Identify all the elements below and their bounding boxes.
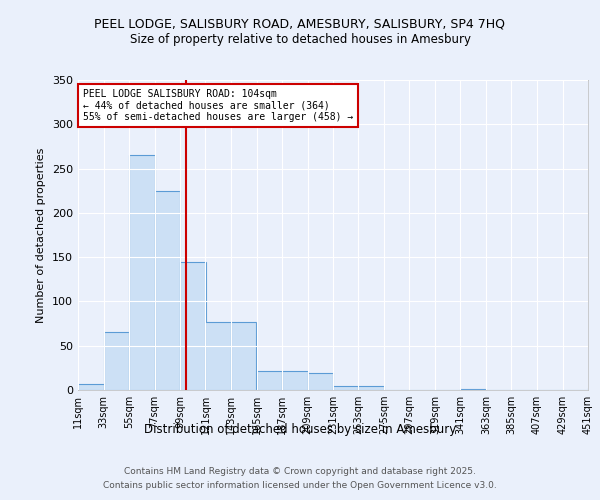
- Bar: [461, 389, 486, 390]
- Bar: [358, 386, 384, 390]
- Bar: [180, 262, 205, 390]
- Bar: [155, 190, 180, 390]
- Bar: [308, 373, 333, 390]
- Bar: [333, 386, 358, 390]
- Text: Contains public sector information licensed under the Open Government Licence v3: Contains public sector information licen…: [103, 481, 497, 490]
- Text: PEEL LODGE, SALISBURY ROAD, AMESBURY, SALISBURY, SP4 7HQ: PEEL LODGE, SALISBURY ROAD, AMESBURY, SA…: [95, 18, 505, 30]
- Text: Size of property relative to detached houses in Amesbury: Size of property relative to detached ho…: [130, 32, 470, 46]
- Text: PEEL LODGE SALISBURY ROAD: 104sqm
← 44% of detached houses are smaller (364)
55%: PEEL LODGE SALISBURY ROAD: 104sqm ← 44% …: [83, 90, 353, 122]
- Y-axis label: Number of detached properties: Number of detached properties: [37, 148, 46, 322]
- Bar: [588, 388, 600, 390]
- Bar: [205, 322, 231, 390]
- Bar: [282, 370, 308, 390]
- Bar: [257, 370, 282, 390]
- Text: Contains HM Land Registry data © Crown copyright and database right 2025.: Contains HM Land Registry data © Crown c…: [124, 468, 476, 476]
- Bar: [231, 322, 256, 390]
- Bar: [129, 156, 155, 390]
- Bar: [104, 332, 129, 390]
- Bar: [78, 384, 104, 390]
- Text: Distribution of detached houses by size in Amesbury: Distribution of detached houses by size …: [144, 422, 456, 436]
